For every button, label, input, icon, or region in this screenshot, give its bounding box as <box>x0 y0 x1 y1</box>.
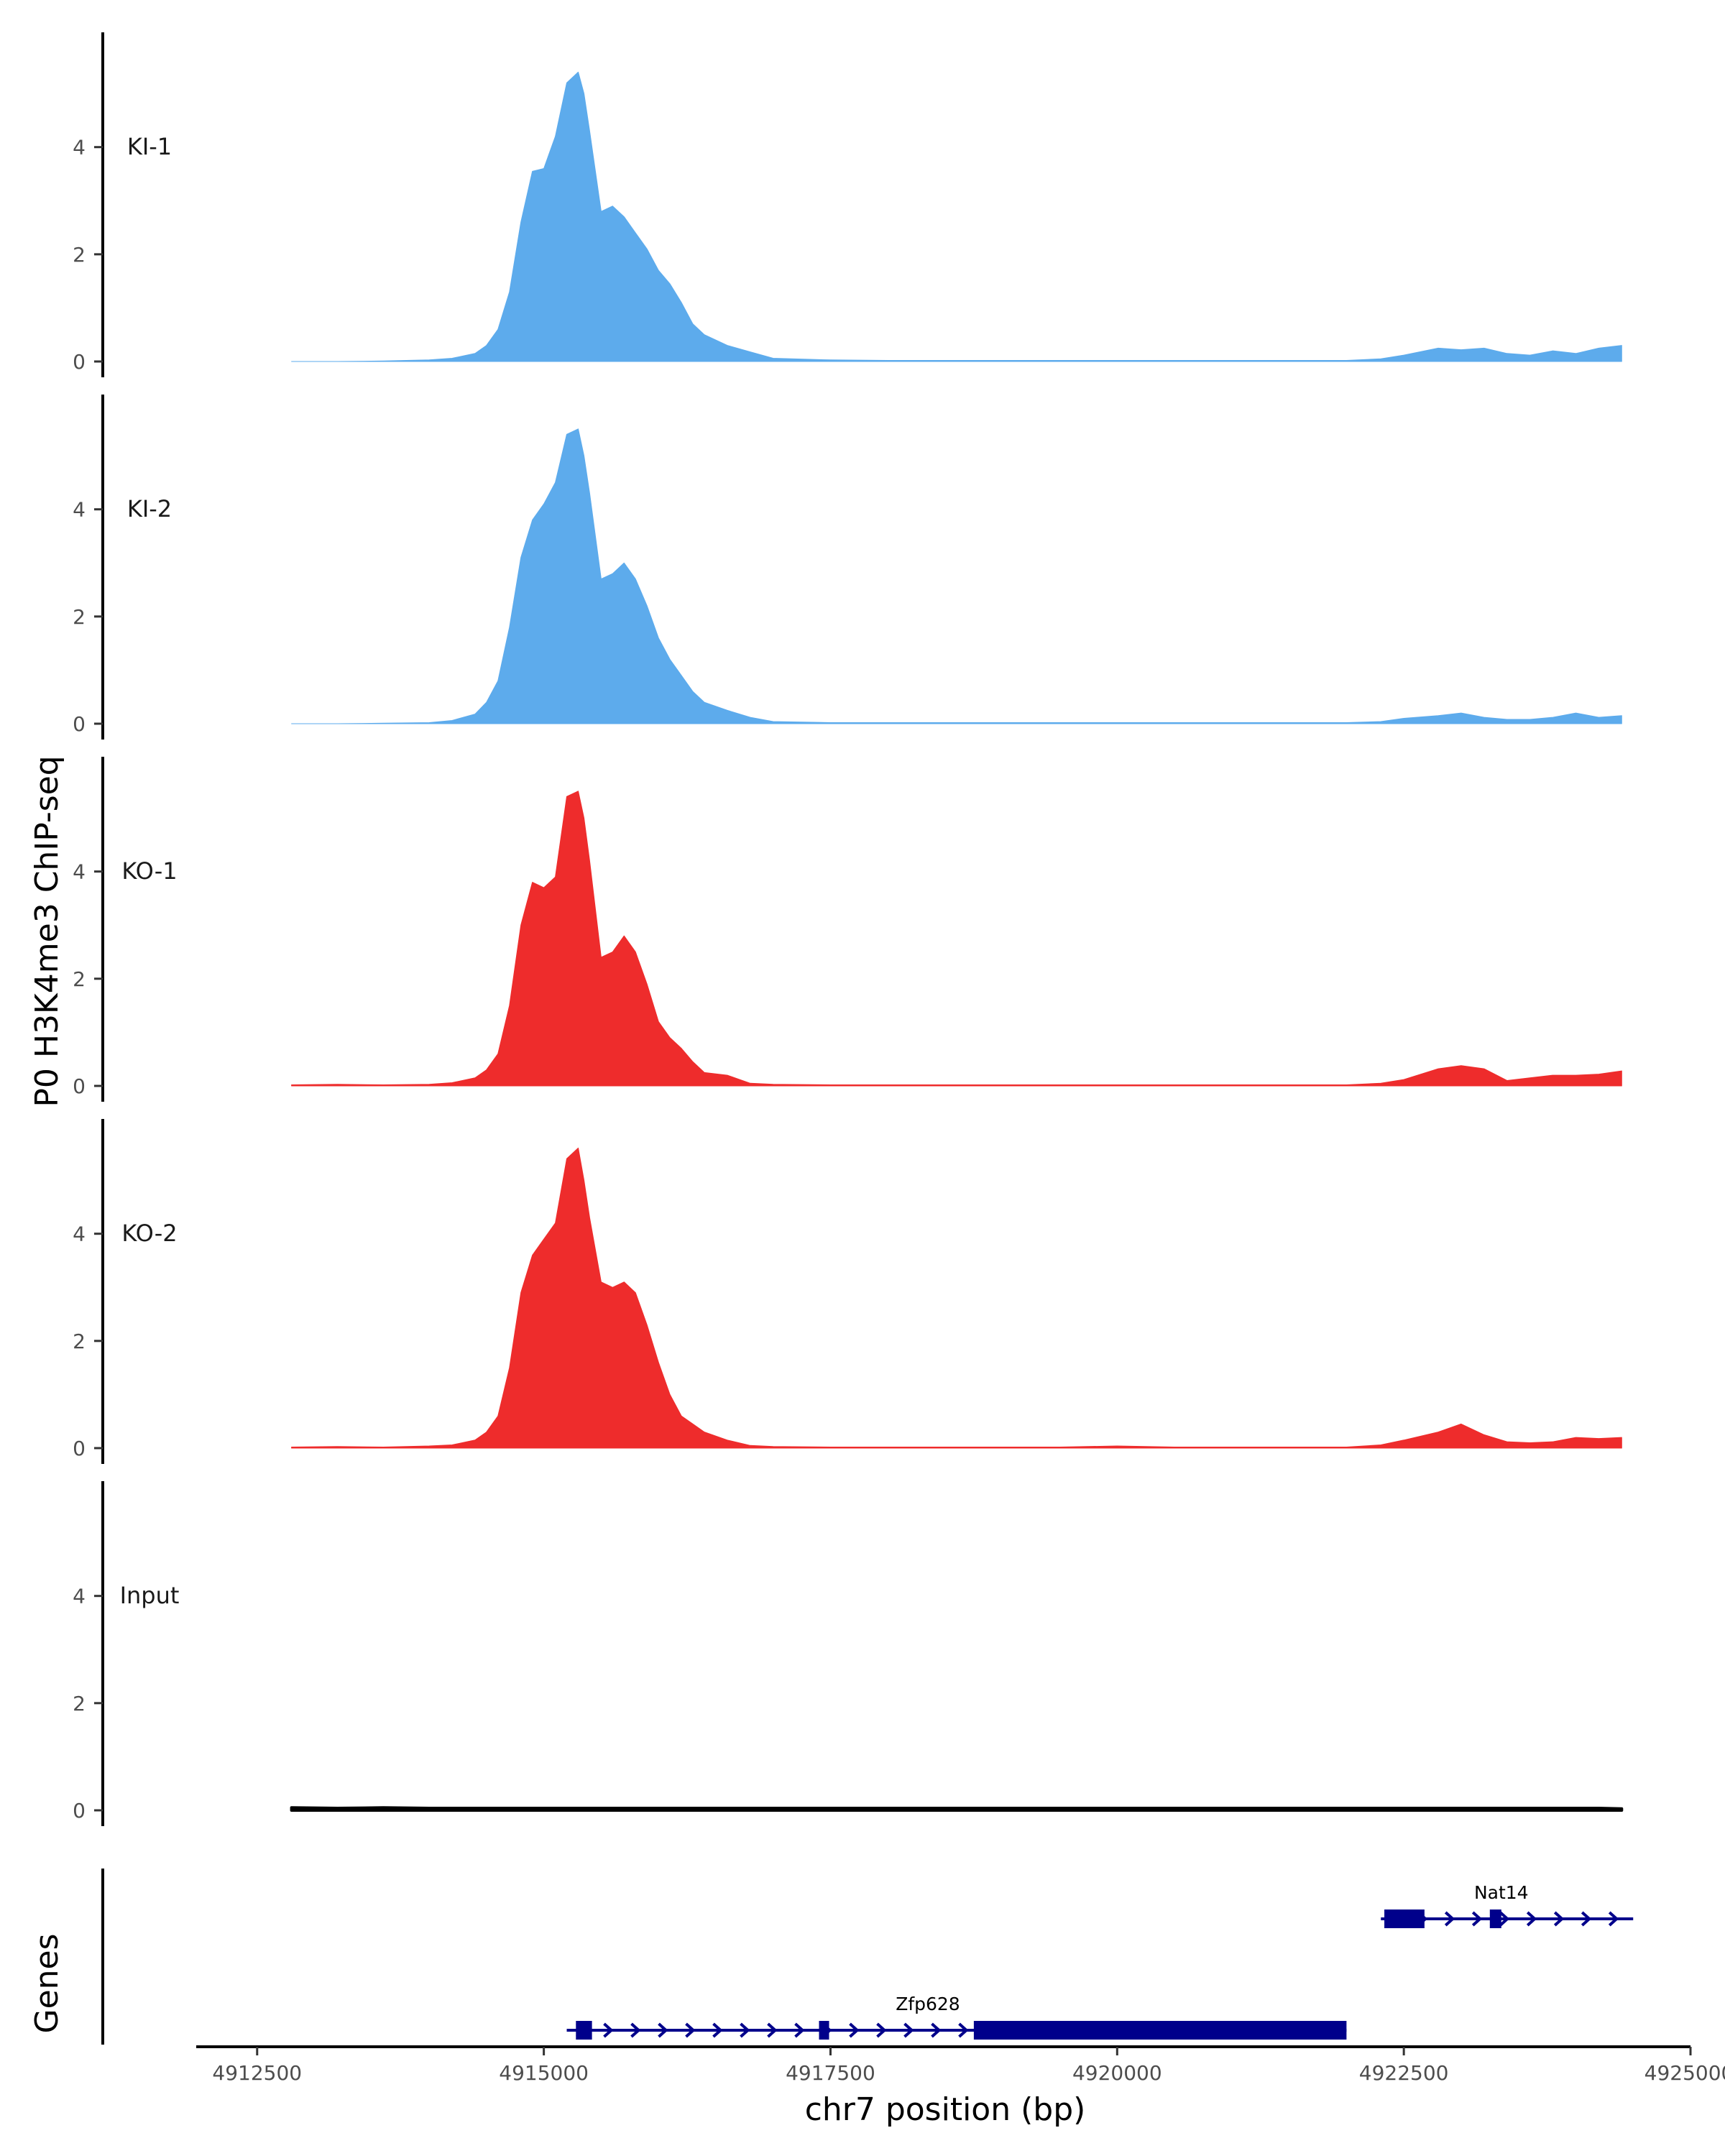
strand-arrow <box>740 2022 750 2038</box>
strand-arrow <box>630 2022 641 2038</box>
y-tick-label: 2 <box>73 1692 86 1715</box>
strand-arrow <box>794 2022 805 2038</box>
x-axis: 4912500 4915000 4917500 4920000 4922500 49250… <box>196 2045 1725 2085</box>
coverage-area-ki-1 <box>291 71 1622 362</box>
strand-arrow <box>603 2022 614 2038</box>
gene-label: Zfp628 <box>896 1994 960 2014</box>
x-tick-label: 4915000 <box>499 2061 589 2085</box>
strand-arrow <box>767 2022 778 2038</box>
track-label: Input <box>120 1582 180 1609</box>
y-tick-label: 0 <box>73 350 86 374</box>
coverage-area-ki-2 <box>291 428 1622 724</box>
strand-arrow <box>1608 1911 1619 1927</box>
y-tick-label: 4 <box>73 498 86 522</box>
strand-arrow <box>1553 1911 1565 1927</box>
y-tick-label: 0 <box>73 1799 86 1823</box>
gene-exon <box>1384 1909 1425 1928</box>
gene-label: Nat14 <box>1474 1882 1529 1903</box>
y-tick-label: 2 <box>73 967 86 991</box>
strand-arrow <box>1471 1911 1483 1927</box>
y-tick-label: 4 <box>73 1222 86 1246</box>
coverage-area-ko-1 <box>291 791 1622 1087</box>
gene-nat14: Nat14 <box>1381 1882 1634 1928</box>
strand-arrow <box>685 2022 696 2038</box>
track-label: KI-1 <box>127 133 172 160</box>
gene-exon <box>576 2021 592 2040</box>
y-tick-label: 4 <box>73 860 86 884</box>
x-tick-label: 4912500 <box>212 2061 302 2085</box>
strand-arrow <box>958 2022 969 2038</box>
x-tick-label: 4925000 <box>1644 2061 1725 2085</box>
x-axis-title: chr7 position (bp) <box>805 2091 1086 2128</box>
track-ko-1: 0 2 4 KO-1 <box>73 757 1622 1102</box>
gene-zfp628: Zfp628 <box>566 1994 1347 2040</box>
track-ki-1: 0 2 4 KI-1 <box>73 32 1622 377</box>
track-ki-2: 0 2 4 KI-2 <box>73 395 1622 740</box>
strand-arrow <box>1499 1911 1510 1927</box>
strand-arrow <box>1581 1911 1592 1927</box>
y-tick-label: 2 <box>73 1330 86 1353</box>
track-label: KO-2 <box>121 1220 177 1247</box>
y-tick-label: 0 <box>73 1074 86 1098</box>
coverage-area-input <box>290 1806 1624 1812</box>
coverage-tracks: 0 2 4 KI-1 0 2 4 KI-2 0 2 4 KO-1 0 2 4 KO-2 0 2 4 Input <box>73 32 1624 1826</box>
strand-arrow <box>931 2022 942 2038</box>
track-input: 0 2 4 Input <box>73 1481 1624 1826</box>
gene-track: Zfp628 Nat14 <box>101 1869 1634 2045</box>
y-axis-title: P0 H3K4me3 ChIP-seq <box>29 755 65 1107</box>
strand-arrow <box>849 2022 860 2038</box>
y-tick-label: 4 <box>73 1585 86 1608</box>
gene-exon <box>973 2021 1347 2040</box>
strand-arrow <box>1526 1911 1537 1927</box>
y-tick-label: 2 <box>73 605 86 629</box>
coverage-area-ko-2 <box>291 1147 1622 1449</box>
track-ko-2: 0 2 4 KO-2 <box>73 1119 1622 1464</box>
x-tick-label: 4922500 <box>1359 2061 1449 2085</box>
y-tick-label: 4 <box>73 136 86 160</box>
track-label: KO-1 <box>121 857 177 885</box>
gene-track-title: Genes <box>29 1933 65 2033</box>
strand-arrow <box>1444 1911 1455 1927</box>
y-tick-label: 0 <box>73 712 86 736</box>
strand-arrow <box>712 2022 723 2038</box>
gene-exon <box>819 2021 829 2040</box>
strand-arrow <box>876 2022 887 2038</box>
gene-exon <box>1489 1909 1501 1928</box>
x-tick-label: 4917500 <box>786 2061 875 2085</box>
y-tick-label: 0 <box>73 1437 86 1460</box>
track-label: KI-2 <box>127 495 172 522</box>
strand-arrow <box>658 2022 668 2038</box>
x-tick-label: 4920000 <box>1072 2061 1162 2085</box>
strand-arrow <box>903 2022 914 2038</box>
y-tick-label: 2 <box>73 243 86 267</box>
